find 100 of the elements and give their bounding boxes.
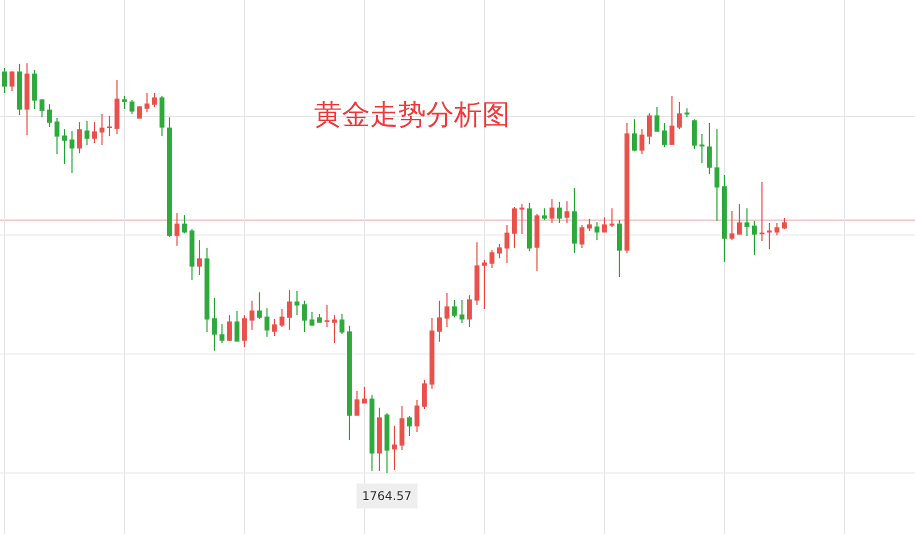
candlestick [197,240,202,276]
candlestick [692,118,697,150]
candlestick [632,118,637,152]
candlestick [504,224,510,264]
candlestick [302,300,307,333]
candlestick [40,98,44,118]
candlestick [670,95,674,145]
candlestick [257,292,262,320]
candlestick [760,181,764,242]
candlestick [647,112,652,145]
candlestick [474,242,480,306]
candlestick [730,210,734,241]
candlestick [714,128,720,222]
candlestick [182,214,187,234]
candlestick [490,249,494,269]
candlestick [572,188,577,254]
candlestick [550,198,554,224]
candlestick [594,222,600,241]
candlestick [737,203,742,235]
candlestick [662,122,667,148]
candlestick [204,247,210,333]
candlestick [452,299,457,318]
candlestick [460,299,464,324]
candlestick [17,63,22,116]
candlestick [414,399,420,433]
candlestick [10,70,14,92]
candlestick [677,101,682,130]
candlestick [654,106,660,132]
candlestick [444,292,450,328]
candlestick [587,218,592,232]
candlestick [227,314,232,342]
candlestick [752,220,757,256]
candlestick [77,122,82,154]
annotation: 1764.57 [362,489,412,503]
candlestick [272,318,277,337]
candlestick [347,325,352,441]
candlestick [32,69,37,110]
candlestick [430,317,434,390]
candlestick [512,206,517,249]
candlestick [220,324,224,344]
candlestick [700,133,704,164]
candlestick [384,412,390,474]
candlestick [294,290,300,316]
candlestick [332,314,337,344]
candlestick [122,95,127,110]
text: 黄金走势分析图 [314,98,510,131]
candlestick [722,174,727,262]
candlestick [640,128,644,155]
candlestick [264,308,270,338]
candlestick [54,117,60,155]
candlestick [542,208,547,221]
candlestick [84,120,90,146]
candlestick [557,201,562,224]
candlestick [100,113,104,146]
candlestick [782,217,787,230]
candlestick [534,213,540,272]
candlestick [527,202,532,252]
candlestick [250,300,254,331]
candlestick [400,406,404,451]
candlestick [624,122,630,254]
candlestick [370,394,374,472]
candlestick [24,62,30,136]
candlestick [92,122,97,144]
candlestick [144,92,150,113]
candlestick [707,122,712,175]
candlestick [324,304,330,328]
candlestick [114,79,120,135]
candlestick [354,390,360,416]
candlestick [377,407,382,472]
candlestick [70,130,74,174]
candlestick [190,228,194,281]
candlestick [744,208,750,237]
candlestick [130,99,134,115]
candlestick [107,115,112,137]
candlestick [160,95,164,137]
candlestick [47,104,52,128]
candlestick [137,106,142,119]
candlestick [467,294,472,328]
candlestick [392,425,397,471]
candlestick [482,259,487,310]
candlestick [2,67,7,94]
candlestick [610,208,614,228]
candlestick [62,128,67,165]
candlestick [310,311,314,326]
candlestick [174,212,180,246]
candlestick [407,415,412,437]
candlestick [564,200,570,224]
candlestick [362,386,367,404]
candlestick [212,297,217,352]
candlestick [602,216,607,233]
candlestick [234,310,240,342]
candlestick [684,108,690,118]
candlestick [617,219,622,278]
candlestick [774,222,780,236]
candlestick [767,222,772,250]
candlestick [437,300,442,342]
candlestick [280,308,284,328]
candlestick [497,243,502,259]
candlestick [152,92,157,108]
candlestick [422,379,427,410]
